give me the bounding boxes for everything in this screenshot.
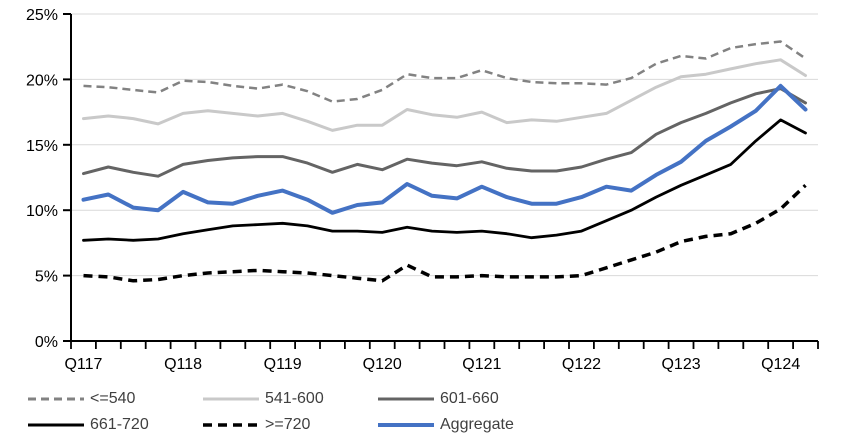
legend-line-sample-661-720 — [28, 423, 84, 427]
legend-row-2: 661-720 >=720 Aggregate — [28, 412, 828, 438]
legend-line-sample-le-540 — [28, 397, 84, 401]
x-axis-label-Q121: Q121 — [462, 356, 501, 373]
legend-item-ge-720: >=720 — [203, 415, 378, 435]
chart-legend: <=540 541-600 601-660 661-720 >=720 — [28, 386, 828, 438]
legend-line-sample-541-600 — [203, 397, 259, 401]
legend-line-sample-ge-720 — [203, 423, 259, 427]
legend-label-le-540: <=540 — [90, 390, 136, 407]
legend-label-541-600: 541-600 — [265, 390, 324, 407]
x-axis-label-Q117: Q117 — [64, 356, 102, 373]
y-axis-label-20: 20% — [26, 72, 58, 89]
y-axis-label-0: 0% — [35, 334, 58, 351]
series-line-720 — [83, 184, 807, 283]
legend-item-aggregate: Aggregate — [378, 415, 553, 435]
legend-label-aggregate: Aggregate — [440, 416, 514, 433]
legend-label-661-720: 661-720 — [90, 416, 149, 433]
legend-item-le-540: <=540 — [28, 389, 203, 409]
y-axis-label-15: 15% — [26, 138, 58, 155]
y-axis-label-5: 5% — [35, 269, 58, 286]
legend-line-sample-aggregate — [378, 423, 434, 427]
line-chart-canvas: 0% 5% 10% 15% 20% 25% Q117 Q118 Q119 Q120 Q121 Q122… — [26, 7, 819, 373]
series-line-aggregate — [81, 83, 808, 215]
legend-item-541-600: 541-600 — [203, 389, 378, 409]
x-axis-label-Q124: Q124 — [761, 356, 800, 373]
series-line-601-660 — [82, 87, 807, 178]
x-axis-label-Q120: Q120 — [363, 356, 402, 373]
legend-row-1: <=540 541-600 601-660 — [28, 386, 828, 412]
legend-label-ge-720: >=720 — [265, 416, 311, 433]
y-axis-label-25: 25% — [26, 7, 58, 24]
x-axis-label-Q122: Q122 — [562, 356, 601, 373]
legend-item-601-660: 601-660 — [378, 389, 553, 409]
series-line-540 — [83, 40, 807, 103]
y-axis-label-10: 10% — [26, 203, 58, 220]
series-line-541-600 — [82, 58, 807, 132]
legend-line-sample-601-660 — [378, 397, 434, 401]
x-axis-label-Q119: Q119 — [264, 356, 302, 373]
x-axis-label-Q123: Q123 — [661, 356, 700, 373]
legend-item-661-720: 661-720 — [28, 415, 203, 435]
legend-label-601-660: 601-660 — [440, 390, 499, 407]
series-line-661-720 — [82, 118, 807, 242]
x-axis-label-Q118: Q118 — [164, 356, 202, 373]
